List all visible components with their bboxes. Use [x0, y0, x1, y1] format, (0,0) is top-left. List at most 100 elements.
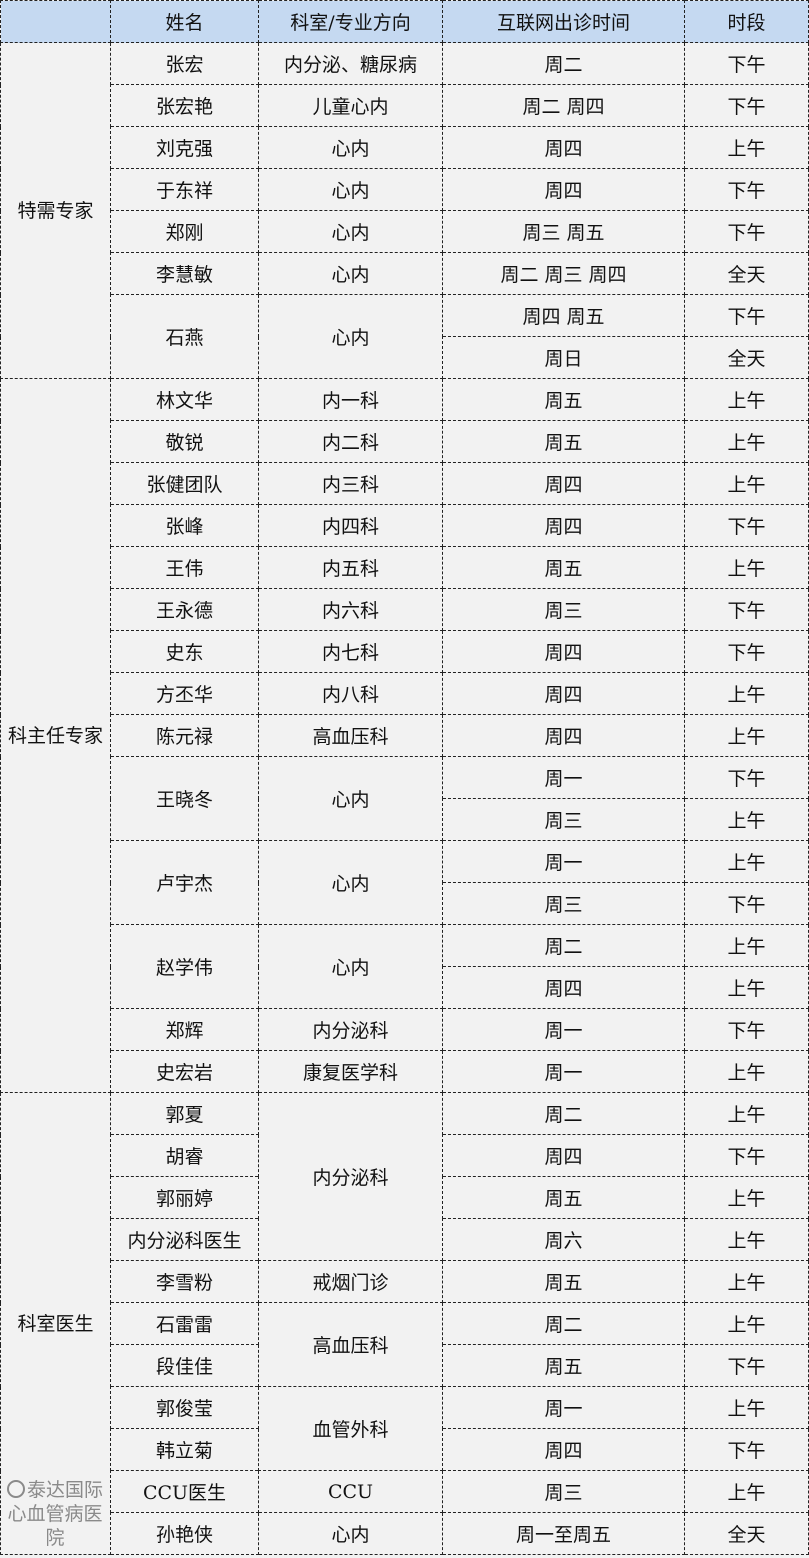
clinic-time: 周一	[442, 756, 685, 799]
time-period: 上午	[684, 1260, 809, 1303]
table-row: 郭俊莹 血管外科 周一 上午	[1, 1386, 809, 1471]
department: 内一科	[258, 378, 443, 421]
time-period: 全天	[684, 336, 809, 379]
department: 内七科	[258, 630, 443, 673]
clinic-time: 周一	[442, 1386, 685, 1429]
time-period: 上午	[684, 798, 809, 841]
doctor-name: 石雷雷	[110, 1302, 259, 1345]
department: 心内	[258, 210, 443, 253]
time-period: 下午	[684, 630, 809, 673]
table-row: 王伟 内五科 周五 上午	[1, 546, 809, 589]
time-period: 上午	[684, 462, 809, 505]
clinic-time: 周一	[442, 840, 685, 883]
table-row: 段佳佳 周五 下午	[1, 1344, 809, 1387]
doctor-name: 郭丽婷	[110, 1176, 259, 1219]
doctor-name: 王伟	[110, 546, 259, 589]
doctor-name: 胡睿	[110, 1134, 259, 1177]
table-row: 科主任专家 林文华 内一科 周五 上午	[0, 378, 809, 1093]
department: 心内	[258, 294, 443, 379]
table-row: 方丕华 内八科 周四 上午	[1, 672, 809, 715]
header-group	[0, 0, 111, 43]
table-row: 郭丽婷 周五 上午	[1, 1176, 809, 1219]
clinic-time: 周四	[442, 1428, 685, 1471]
table-row: 王永德 内六科 周三 下午	[1, 588, 809, 631]
table-row: 周日 全天	[1, 336, 809, 379]
clinic-time: 周五	[442, 1344, 685, 1387]
time-period: 上午	[684, 1302, 809, 1345]
table-row: 郑辉 内分泌科 周一 下午	[1, 1008, 809, 1051]
clinic-time: 周五	[442, 1260, 685, 1303]
department: 心内	[258, 126, 443, 169]
clinic-time: 周三	[442, 588, 685, 631]
doctor-name: 敬锐	[110, 420, 259, 463]
doctor-name: 于东祥	[110, 168, 259, 211]
time-period: 上午	[684, 546, 809, 589]
clinic-time: 周五	[442, 378, 685, 421]
clinic-time: 周四	[442, 672, 685, 715]
time-period: 下午	[684, 84, 809, 127]
clinic-time: 周二 周四	[442, 84, 685, 127]
time-period: 下午	[684, 1428, 809, 1471]
table-row: 刘克强 心内 周四 上午	[1, 126, 809, 169]
table-row: 李雪粉 戒烟门诊 周五 上午	[1, 1260, 809, 1303]
time-period: 上午	[684, 1176, 809, 1219]
time-period: 上午	[684, 672, 809, 715]
department: 心内	[258, 168, 443, 211]
header-period: 时段	[684, 0, 809, 43]
header-dept: 科室/专业方向	[258, 0, 443, 43]
time-period: 下午	[684, 1344, 809, 1387]
time-period: 下午	[684, 168, 809, 211]
doctor-name: 刘克强	[110, 126, 259, 169]
doctor-name: CCU医生	[110, 1470, 259, 1513]
department: 心内	[258, 924, 443, 1009]
time-period: 下午	[684, 1008, 809, 1051]
clinic-time: 周三	[442, 798, 685, 841]
doctor-name: 郭俊莹	[110, 1386, 259, 1429]
time-period: 上午	[684, 714, 809, 757]
department: CCU	[258, 1470, 443, 1513]
department: 血管外科	[258, 1386, 443, 1471]
department: 内六科	[258, 588, 443, 631]
header-time: 互联网出诊时间	[442, 0, 685, 43]
table-row: 张宏艳 儿童心内 周二 周四 下午	[1, 84, 809, 127]
group-label: 科主任专家	[0, 378, 111, 1093]
clinic-time: 周三	[442, 1470, 685, 1513]
table-row: 内分泌科医生 周六 上午	[1, 1218, 809, 1261]
time-period: 上午	[684, 126, 809, 169]
clinic-time: 周二	[442, 1092, 685, 1135]
doctor-name: 韩立菊	[110, 1428, 259, 1471]
doctor-name: 内分泌科医生	[110, 1218, 259, 1261]
time-period: 下午	[684, 210, 809, 253]
department: 儿童心内	[258, 84, 443, 127]
department: 康复医学科	[258, 1050, 443, 1093]
table-row: 韩立菊 周四 下午	[1, 1428, 809, 1471]
department: 内二科	[258, 420, 443, 463]
time-period: 全天	[684, 252, 809, 295]
table-row: 李慧敏 心内 周二 周三 周四 全天	[1, 252, 809, 295]
table-row: 周四 上午	[1, 966, 809, 1009]
table-row: 于东祥 心内 周四 下午	[1, 168, 809, 211]
table-row: 石雷雷 高血压科 周二 上午	[1, 1302, 809, 1387]
clinic-time: 周三	[442, 882, 685, 925]
table-row: 石燕 心内 周四 周五 下午	[1, 294, 809, 379]
time-period: 下午	[684, 1134, 809, 1177]
clinic-time: 周四	[442, 1134, 685, 1177]
department: 高血压科	[258, 714, 443, 757]
table-row: 史宏岩 康复医学科 周一 上午	[1, 1050, 809, 1093]
clinic-time: 周五	[442, 420, 685, 463]
department: 内分泌科	[258, 1092, 443, 1261]
clinic-time: 周二	[442, 1302, 685, 1345]
table-row: CCU医生 CCU 周三 上午	[1, 1470, 809, 1513]
doctor-name: 张宏	[110, 42, 259, 85]
doctor-name: 段佳佳	[110, 1344, 259, 1387]
doctor-name: 张峰	[110, 504, 259, 547]
time-period: 下午	[684, 756, 809, 799]
clinic-time: 周六	[442, 1218, 685, 1261]
table-row: 史东 内七科 周四 下午	[1, 630, 809, 673]
department: 内五科	[258, 546, 443, 589]
clinic-time: 周一	[442, 1008, 685, 1051]
doctor-name: 卢宇杰	[110, 840, 259, 925]
doctor-name: 李雪粉	[110, 1260, 259, 1303]
department: 心内	[258, 1512, 443, 1555]
